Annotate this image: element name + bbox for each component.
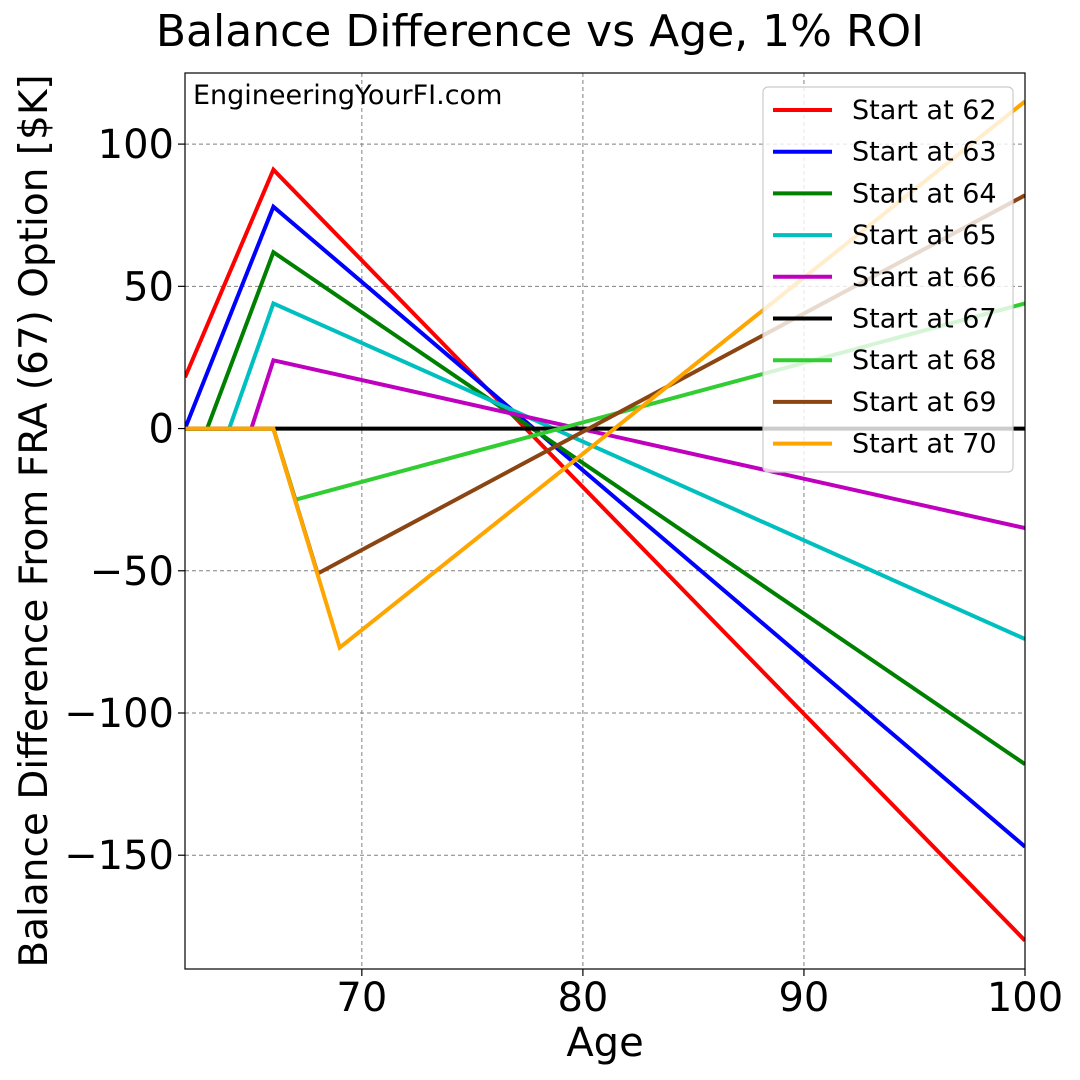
y-tick-label: −100 — [64, 691, 174, 737]
watermark-text: EngineeringYourFI.com — [193, 80, 502, 111]
axis-ticks: 70 80 90 100 100 50 0 −50 −100 −150 — [64, 122, 1063, 1021]
y-tick-label: 100 — [98, 122, 174, 168]
x-tick-label: 100 — [987, 975, 1063, 1021]
series-line-9 — [185, 99, 1025, 652]
y-tick-label: 0 — [149, 407, 174, 453]
legend-label: Start at 70 — [852, 429, 997, 460]
x-tick-label: 80 — [557, 975, 608, 1021]
y-axis-label: Balance Difference From FRA (67) Option … — [12, 74, 57, 967]
plot-frame — [184, 72, 1026, 970]
legend-label: Start at 67 — [852, 304, 997, 335]
legend-label: Start at 65 — [852, 220, 997, 251]
legend-box — [762, 86, 1014, 473]
y-tick-label: −150 — [64, 833, 174, 879]
legend-label: Start at 63 — [852, 137, 997, 168]
legend-label: Start at 66 — [852, 262, 997, 293]
legend-label: Start at 68 — [852, 345, 997, 376]
legend-label: Start at 64 — [852, 178, 997, 209]
legend-label: Start at 62 — [852, 95, 997, 126]
y-tick-label: −50 — [90, 549, 174, 595]
legend: Start at 62 Start at 63 Start at 64 Start a… — [762, 86, 1014, 473]
series-line-2 — [185, 203, 1025, 849]
x-tick-label: 70 — [336, 975, 387, 1021]
series-lines — [185, 99, 1025, 942]
legend-label: Start at 69 — [852, 387, 997, 418]
chart-title: Balance Difference vs Age, 1% ROI — [156, 6, 924, 57]
y-tick-label: 50 — [123, 264, 174, 310]
x-tick-label: 90 — [778, 975, 829, 1021]
x-axis-label: Age — [566, 1020, 643, 1066]
series-line-1 — [185, 166, 1025, 942]
